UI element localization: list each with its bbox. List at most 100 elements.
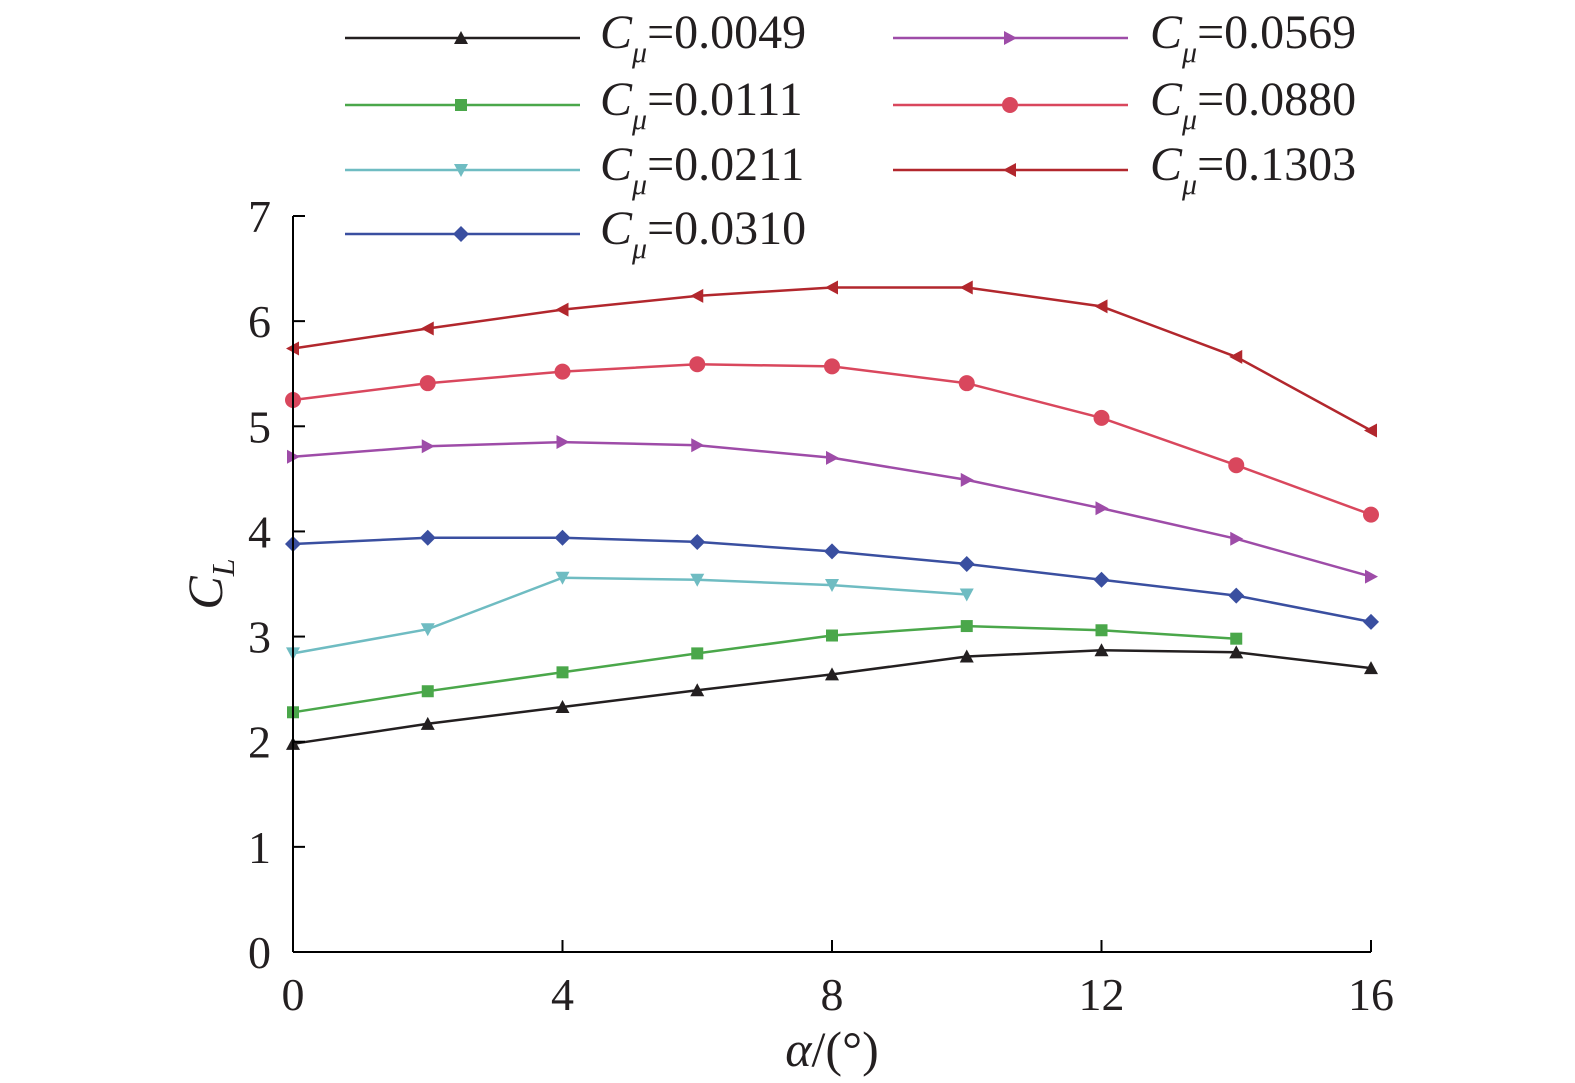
legend-marker xyxy=(453,226,469,242)
data-point xyxy=(958,556,975,573)
legend-label: Cμ=0.1303 xyxy=(1150,138,1356,201)
data-point xyxy=(421,685,434,698)
legend-item: Cμ=0.0211 xyxy=(345,138,804,201)
data-point xyxy=(419,529,436,546)
data-point xyxy=(959,280,973,295)
y-tick-label: 6 xyxy=(248,296,271,347)
data-point xyxy=(554,363,571,380)
data-point xyxy=(1228,457,1245,474)
data-point xyxy=(1365,569,1378,584)
legend-item: Cμ=0.0569 xyxy=(893,6,1356,69)
data-point xyxy=(960,472,974,487)
y-tick-label: 0 xyxy=(248,927,271,978)
data-point xyxy=(419,375,436,392)
data-point xyxy=(420,716,435,730)
y-axis-title: CL xyxy=(177,558,241,609)
legend-label: Cμ=0.0111 xyxy=(600,73,803,136)
data-point xyxy=(691,647,704,660)
legend-marker xyxy=(455,99,467,111)
data-point xyxy=(690,573,705,587)
x-tick-label: 0 xyxy=(282,969,305,1020)
legend-marker xyxy=(1003,163,1016,177)
series-1 xyxy=(287,620,1243,719)
data-point xyxy=(825,667,839,681)
data-point xyxy=(1363,506,1379,523)
legend-item: Cμ=0.0310 xyxy=(345,202,806,265)
data-point xyxy=(554,529,571,546)
series-line xyxy=(292,648,1372,746)
data-point xyxy=(1229,349,1243,364)
data-point xyxy=(825,280,838,295)
data-point xyxy=(421,439,435,454)
data-point xyxy=(1093,409,1110,426)
data-point xyxy=(555,571,570,585)
legend-item: Cμ=0.0111 xyxy=(345,73,803,136)
data-point xyxy=(824,543,840,560)
series-2 xyxy=(286,571,974,661)
legend-marker xyxy=(454,164,468,177)
series-0 xyxy=(286,643,1378,750)
data-point xyxy=(825,579,839,593)
data-point xyxy=(826,629,838,642)
data-point xyxy=(959,588,974,602)
legend-marker xyxy=(1002,97,1018,113)
y-tick-label: 1 xyxy=(248,822,271,873)
y-tick-label: 2 xyxy=(248,717,271,768)
data-point xyxy=(555,302,569,317)
series-5 xyxy=(285,356,1379,523)
series-line xyxy=(292,363,1372,516)
data-point xyxy=(1095,624,1108,637)
data-point xyxy=(1094,299,1108,314)
data-point xyxy=(420,623,435,637)
plot-area xyxy=(285,280,1379,750)
series-line xyxy=(292,576,967,655)
series-line xyxy=(292,624,1237,714)
data-point xyxy=(555,700,570,714)
y-tick-label: 5 xyxy=(248,401,271,452)
series-6 xyxy=(286,280,1377,438)
data-point xyxy=(1230,531,1244,546)
data-point xyxy=(960,620,973,633)
data-point xyxy=(959,649,974,663)
data-point xyxy=(689,356,706,373)
data-point xyxy=(420,321,434,336)
series-4 xyxy=(287,435,1378,584)
x-tick-label: 16 xyxy=(1348,969,1394,1020)
legend-label: Cμ=0.0211 xyxy=(600,138,804,201)
y-tick-label: 4 xyxy=(248,506,271,557)
data-point xyxy=(1228,587,1245,604)
x-tick-label: 4 xyxy=(551,969,574,1020)
data-point xyxy=(1095,501,1109,516)
data-point xyxy=(691,438,705,453)
legend-item: Cμ=0.1303 xyxy=(893,138,1356,201)
legend-marker xyxy=(1004,31,1017,45)
y-tick-label: 7 xyxy=(248,191,271,242)
x-tick-label: 8 xyxy=(821,969,844,1020)
legend-item: Cμ=0.0880 xyxy=(893,73,1356,136)
data-point xyxy=(556,666,569,679)
series-3 xyxy=(285,529,1379,630)
data-point xyxy=(689,533,706,550)
data-point xyxy=(1364,661,1378,675)
legend-label: Cμ=0.0569 xyxy=(1150,6,1356,69)
data-point xyxy=(824,358,840,375)
data-point xyxy=(1229,645,1244,659)
legend-label: Cμ=0.0049 xyxy=(600,6,806,69)
data-point xyxy=(958,375,975,392)
x-tick-label: 12 xyxy=(1079,969,1125,1020)
legend-label: Cμ=0.0880 xyxy=(1150,73,1356,136)
legend-label: Cμ=0.0310 xyxy=(600,202,806,265)
data-point xyxy=(690,683,705,697)
data-point xyxy=(826,450,839,465)
x-axis-title: α/(°) xyxy=(785,1021,878,1077)
data-point xyxy=(556,435,570,450)
data-point xyxy=(1094,643,1109,657)
y-tick-label: 3 xyxy=(248,612,271,663)
data-point xyxy=(1364,423,1377,438)
data-point xyxy=(1363,613,1379,630)
data-point xyxy=(1230,632,1243,645)
data-point xyxy=(1093,571,1110,588)
